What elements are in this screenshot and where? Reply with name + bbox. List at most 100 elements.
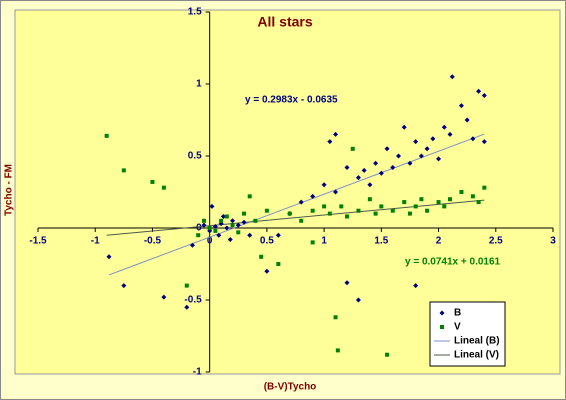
point <box>464 117 470 123</box>
point <box>219 218 224 223</box>
point <box>401 124 407 130</box>
x-tick-label: 0.5 <box>260 236 274 247</box>
point <box>355 175 361 181</box>
x-tick-label: 1.5 <box>374 236 388 247</box>
chart-title: All stars <box>257 14 312 30</box>
point <box>230 223 235 228</box>
point <box>345 214 349 219</box>
point <box>184 304 190 310</box>
point <box>227 237 233 243</box>
point <box>212 224 218 230</box>
point <box>201 222 207 228</box>
point <box>350 146 355 151</box>
point <box>481 139 487 145</box>
point <box>104 133 109 138</box>
point <box>216 232 222 238</box>
point <box>476 88 482 94</box>
legend-label: V <box>454 322 461 333</box>
point <box>235 222 241 228</box>
point <box>242 211 246 216</box>
point <box>184 283 189 288</box>
point <box>442 204 447 209</box>
point <box>247 232 253 238</box>
x-tick-label: 2 <box>436 236 442 247</box>
point <box>264 268 270 274</box>
point <box>396 153 401 159</box>
legend-label: B <box>454 308 461 319</box>
point <box>220 213 226 219</box>
point <box>201 218 206 223</box>
point <box>373 160 379 166</box>
point <box>402 200 407 205</box>
point <box>299 218 304 223</box>
point <box>407 160 413 166</box>
point <box>384 146 390 152</box>
point <box>106 254 112 260</box>
point <box>333 315 338 320</box>
point <box>373 211 378 216</box>
y-tick-label: 1 <box>196 79 202 90</box>
legend-label: Lineal (V) <box>454 350 499 361</box>
point <box>407 211 412 216</box>
point <box>356 208 361 213</box>
y-tick-label: -0.5 <box>184 295 202 306</box>
point <box>276 262 281 266</box>
point <box>236 230 241 235</box>
point <box>253 218 258 223</box>
point <box>458 103 464 109</box>
point <box>327 211 332 216</box>
x-tick-label: 2.5 <box>489 236 503 247</box>
point <box>424 146 430 152</box>
point <box>224 225 230 231</box>
point <box>476 200 481 205</box>
point <box>339 204 344 209</box>
point <box>425 208 430 213</box>
x-tick-label: 1 <box>321 236 327 247</box>
trendline-equation: y = 0.2983x - 0.0635 <box>245 95 338 106</box>
point <box>310 193 316 199</box>
x-tick-label: -0.5 <box>144 236 162 247</box>
point <box>470 136 476 142</box>
point <box>150 179 155 184</box>
y-tick-label: -1 <box>193 367 202 378</box>
point <box>213 228 218 233</box>
legend-symbol <box>440 325 444 329</box>
point <box>367 182 373 188</box>
point <box>413 139 419 145</box>
point <box>436 200 441 205</box>
point <box>247 194 252 199</box>
point <box>449 74 455 80</box>
point <box>121 283 127 289</box>
point <box>321 182 327 188</box>
trendline-equation: y = 0.0741x + 0.0161 <box>405 257 501 268</box>
point <box>413 283 419 289</box>
point <box>259 254 264 259</box>
point <box>209 203 215 209</box>
point <box>161 185 166 190</box>
point <box>275 232 281 238</box>
point <box>390 208 395 213</box>
point <box>344 280 350 286</box>
y-tick-label: 0 <box>196 223 202 234</box>
point <box>224 214 229 219</box>
point <box>333 131 339 137</box>
y-axis-title: Tycho - FM <box>4 164 15 216</box>
point <box>448 197 452 202</box>
point <box>230 218 236 224</box>
x-tick-label: -1.5 <box>29 236 47 247</box>
x-tick-label: -1 <box>91 236 100 247</box>
point <box>333 189 339 195</box>
point <box>482 185 487 190</box>
point <box>430 136 436 142</box>
point <box>419 197 424 202</box>
point <box>481 93 487 99</box>
y-tick-label: 0.5 <box>188 151 202 162</box>
point <box>385 352 390 357</box>
x-axis-title: (B-V)Tycho <box>264 382 317 393</box>
point <box>287 211 292 216</box>
point <box>459 190 464 194</box>
point <box>310 240 315 245</box>
point <box>327 139 333 145</box>
